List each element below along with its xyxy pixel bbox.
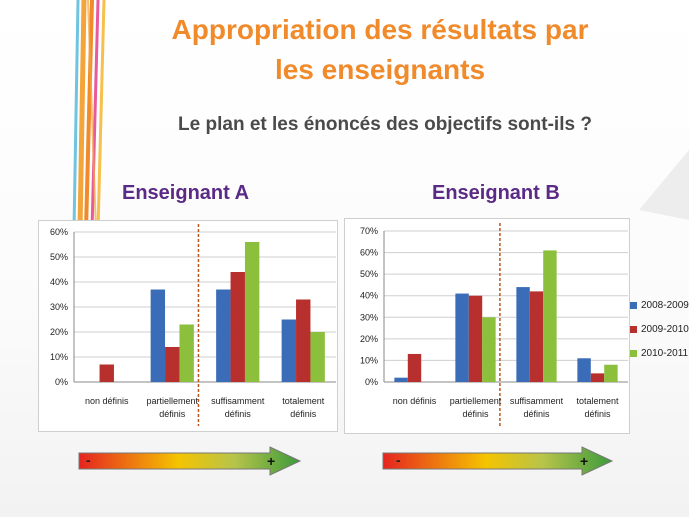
x-tick-label: non définis [393,396,437,406]
legend-label: 2008-2009 [641,299,689,311]
x-tick-label: suffisamment [211,396,265,406]
legend-item-2010: 2010-2011 [630,346,689,360]
bar-2009-2010 [165,347,180,382]
scale-arrow-a: - + [78,446,302,476]
y-tick-label: 60% [50,227,68,237]
bar-2010-2011 [604,364,618,382]
x-tick-label: non définis [85,396,129,406]
bar-2010-2011 [179,324,194,382]
bar-2008-2009 [577,358,591,382]
y-tick-label: 60% [360,248,378,258]
bar-2009-2010 [407,353,422,382]
bar-2010-2011 [482,317,496,382]
bar-2010-2011 [543,250,557,382]
y-tick-label: 30% [50,302,68,312]
x-tick-label: suffisamment [510,396,564,406]
bar-2010-2011 [310,332,325,382]
chart-enseignant-a: 0% 10% 20% 30% 40% 50% 60% non définis partielle… [38,220,338,432]
y-tick-label: 10% [360,355,378,365]
bar-2009-2010 [99,364,114,382]
slide-title-line-2: les enseignants [274,54,486,85]
y-tick-label: 0% [365,377,378,387]
x-tick-label: définis [290,409,317,419]
legend-label: 2010-2011 [641,347,689,359]
bar-2009-2010 [468,295,483,382]
legend-item-2009: 2009-2010 [630,322,689,336]
scale-plus-label: + [267,453,275,469]
legend-item-2008: 2008-2009 [630,298,689,312]
decorative-swoosh [639,150,689,220]
x-tick-label: définis [159,409,186,419]
y-tick-label: 40% [50,277,68,287]
bar-2008-2009 [150,289,166,382]
scale-plus-label: + [580,453,588,469]
bar-2009-2010 [590,373,605,382]
bar-2010-2011 [244,242,260,382]
bar-2008-2009 [216,289,231,382]
y-tick-label: 10% [50,352,68,362]
bar-2009-2010 [296,299,311,382]
x-tick-label: définis [225,409,252,419]
y-tick-label: 70% [360,226,378,236]
x-tick-label: totalement [576,396,619,406]
bar-2009-2010 [529,291,544,382]
scale-minus-label: - [86,452,91,468]
slide-title-line-1: Appropriation des résultats par [171,14,589,45]
y-tick-label: 0% [55,377,68,387]
y-tick-label: 30% [360,312,378,322]
chart-legend: 2008-2009 2009-2010 2010-2011 [630,298,689,370]
bar-2008-2009 [455,293,469,382]
x-tick-label: définis [462,409,489,419]
legend-swatch [630,325,637,333]
legend-swatch [630,301,637,309]
bar-2008-2009 [394,377,408,382]
chart-b-title: Enseignant B [432,182,560,204]
y-tick-label: 50% [50,252,68,262]
bar-2008-2009 [281,319,297,382]
scale-arrow-b: - + [382,446,614,476]
scale-minus-label: - [396,452,401,468]
x-tick-label: partiellement [450,396,502,406]
chart-enseignant-b: 0% 10% 20% 30% 40% 50% 60% 70% non définis partie… [344,218,630,434]
y-tick-label: 20% [360,334,378,344]
bar-2009-2010 [230,272,245,382]
y-tick-label: 20% [50,327,68,337]
x-tick-label: définis [584,409,611,419]
decorative-ribbons [72,0,106,230]
x-tick-label: partiellement [146,396,198,406]
slide-subtitle: Le plan et les énoncés des objectifs son… [178,114,592,135]
bar-2008-2009 [516,287,530,382]
chart-a-title: Enseignant A [122,182,250,204]
y-tick-label: 40% [360,291,378,301]
slide-title: Appropriation des résultats par les ense… [140,10,620,90]
y-tick-label: 50% [360,269,378,279]
x-tick-label: définis [523,409,550,419]
legend-swatch [630,349,637,357]
x-tick-label: totalement [282,396,325,406]
legend-label: 2009-2010 [641,323,689,335]
